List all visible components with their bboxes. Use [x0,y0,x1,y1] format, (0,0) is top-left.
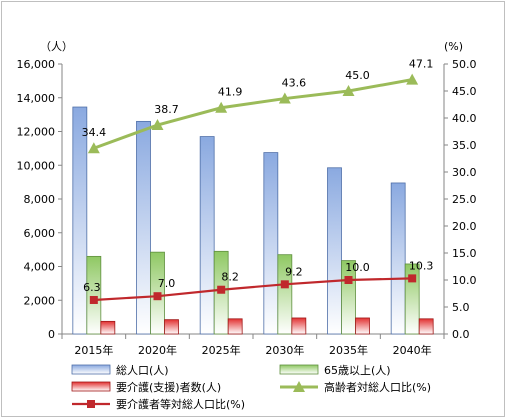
total-population-bar [136,120,151,335]
left-tick-label: 4,000 [24,261,56,274]
legend-label: 高齢者対総人口比(%) [324,380,431,394]
right-tick-label: 50.0 [452,58,477,71]
x-tick-label: 2035年 [329,343,368,357]
axes: 0 2,000 4,000 6,000 8,000 10,000 12,000 14,000 1… [17,40,477,357]
elderly-ratio-point [87,142,100,154]
right-tick-label: 15.0 [452,247,477,260]
care-ratio-label: 6.3 [83,281,101,294]
data-labels: 34.4 38.7 41.9 43.6 45.0 47.1 6.3 7.0 8.2 9.2 10.0… [82,58,434,294]
total-population-bar [199,136,215,335]
care-recipients-bar [164,319,179,335]
right-tick-label: 30.0 [452,166,477,179]
aged-65-plus-bar [86,255,102,335]
right-tick-label: 10.0 [452,274,477,287]
care-recipients-bar [355,317,370,335]
care-recipients-bar [418,318,434,335]
legend-care-recipients: 要介護(支援)者数(人) [71,380,221,394]
care-ratio-label: 10.3 [409,259,434,272]
elderly-ratio-point [278,92,291,104]
legend-label: 要介護者等対総人口比(%) [116,397,245,411]
legend-label: 総人口(人) [116,363,169,377]
legend-label: 要介護(支援)者数(人) [116,380,221,394]
legend: 総人口(人) 65歳以上(人) 要介護(支援)者数(人) 高齢者対総人口比(%) 要介護… [71,363,431,411]
right-tick-label: 20.0 [452,220,477,233]
elderly-ratio-point [406,73,419,85]
right-tick-label: 25.0 [452,193,477,206]
x-tick-label: 2020年 [138,343,177,357]
elderly-ratio-point [342,85,355,96]
left-tick-label: 12,000 [17,126,56,139]
legend-swatch [279,364,319,375]
lines [87,73,419,304]
right-axis-unit: (%) [444,40,463,53]
care-ratio-point [89,295,98,304]
legend-swatch [71,364,111,375]
bars [72,106,434,335]
care-ratio-label: 7.0 [158,277,176,290]
right-tick-label: 45.0 [452,85,477,98]
right-tick-label: 35.0 [452,139,477,152]
total-population-bar [263,152,279,335]
legend-label: 65歳以上(人) [324,364,391,377]
care-ratio-point [153,292,162,301]
total-population-bar [72,106,88,335]
care-ratio-point [344,276,353,284]
left-axis-unit: （人） [40,40,73,53]
legend-aged-65-plus: 65歳以上(人) [279,364,391,377]
care-recipients-bar [291,317,307,335]
elderly-ratio-point [215,101,228,113]
x-tick-label: 2025年 [202,343,241,357]
left-tick-label: 0 [48,328,55,341]
total-population-bar [390,182,406,335]
care-ratio-point [217,285,226,294]
legend-total-population: 総人口(人) [71,363,169,377]
elderly-ratio-point [151,119,164,131]
care-ratio-label: 8.2 [221,271,239,284]
legend-swatch [71,381,111,392]
total-population-bar [327,167,342,335]
elderly-ratio-line [93,78,413,150]
care-recipients-bar [100,320,116,335]
legend-elderly-ratio: 高齢者対総人口比(%) [280,380,431,394]
right-tick-label: 40.0 [452,112,477,125]
elderly-ratio-label: 47.1 [409,58,434,71]
x-tick-label: 2040年 [393,343,432,357]
elderly-ratio-label: 41.9 [218,86,243,99]
elderly-ratio-label: 45.0 [345,69,370,82]
elderly-ratio-label: 34.4 [82,126,107,139]
left-tick-label: 2,000 [24,294,56,307]
care-ratio-line [93,277,413,302]
left-tick-label: 10,000 [17,159,56,172]
legend-marker [293,381,305,392]
right-tick-label: 0.0 [452,328,470,341]
elderly-ratio-label: 38.7 [154,103,179,116]
left-tick-label: 8,000 [24,193,56,206]
care-ratio-point [408,274,417,283]
right-tick-label: 5.0 [452,301,470,314]
care-ratio-label: 9.2 [285,265,303,278]
care-ratio-point [280,280,289,289]
left-tick-label: 14,000 [17,92,56,105]
care-recipients-bar [227,318,243,335]
legend-care-ratio: 要介護者等対総人口比(%) [72,397,245,411]
elderly-ratio-label: 43.6 [282,77,307,90]
x-tick-label: 2030年 [265,343,304,357]
aged-65-plus-bar [277,254,293,335]
left-tick-label: 16,000 [17,58,56,71]
x-tick-label: 2015年 [74,343,113,357]
legend-marker [87,400,95,408]
care-ratio-label: 10.0 [345,261,370,274]
left-tick-label: 6,000 [24,227,56,240]
